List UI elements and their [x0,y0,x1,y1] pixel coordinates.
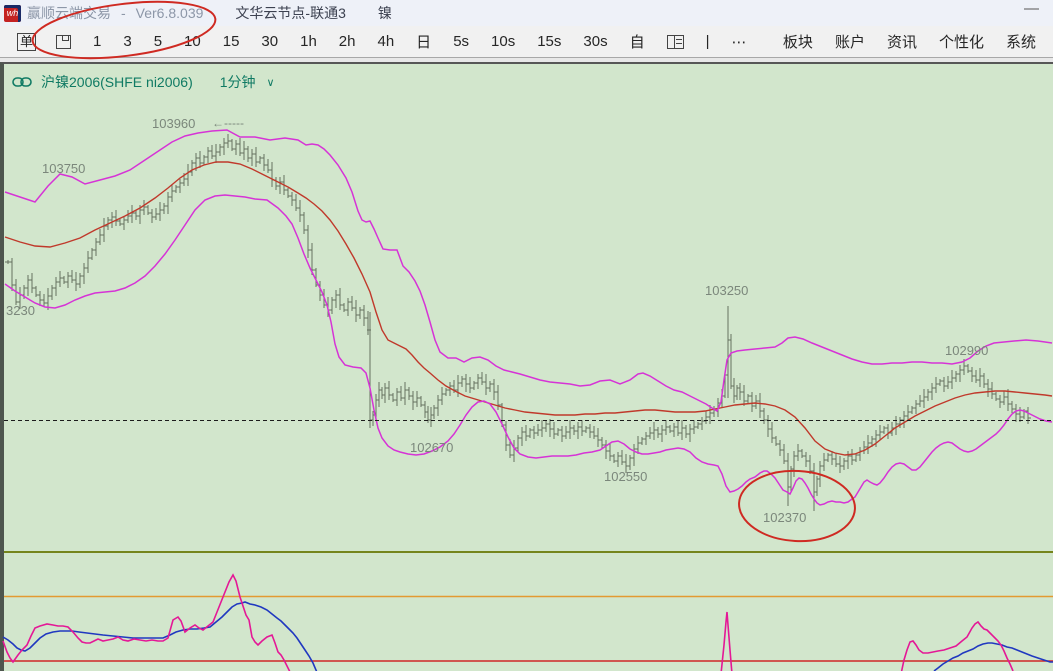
period-15s[interactable]: 15s [537,33,562,50]
chart-panel: 沪镍2006(SHFE ni2006) 1分钟 ∨ [0,62,1053,671]
period-custom[interactable]: 自 [629,34,645,51]
order-panel-icon[interactable]: 单 [17,32,37,51]
server-node-label: 文华云节点-联通3 [235,5,346,21]
more-ellipsis[interactable]: ⋯ [731,33,747,51]
period-5min[interactable]: 5 [153,33,163,50]
period-1h[interactable]: 1h [300,33,317,50]
minimize-button[interactable]: — [1024,0,1039,17]
menu-personalize[interactable]: 个性化 [938,34,984,51]
contract-title[interactable]: 沪镍2006(SHFE ni2006) [41,74,193,90]
app-title: 赢顺云端交易 [27,5,111,21]
menu-news[interactable]: 资讯 [886,34,917,51]
period-day[interactable]: 日 [416,34,432,51]
link-icon[interactable] [12,76,32,88]
period-3min[interactable]: 3 [123,33,132,50]
period-30min[interactable]: 30 [261,33,279,50]
chart-header: 沪镍2006(SHFE ni2006) 1分钟 ∨ [4,64,1053,100]
period-2h[interactable]: 2h [338,33,356,50]
chevron-down-icon[interactable]: ∨ [266,76,275,89]
toolbar-menu-group: 板块 账户 资讯 个性化 系统 [772,31,1053,52]
period-10min[interactable]: 10 [184,33,201,50]
period-1min[interactable]: 1 [93,33,102,50]
toolbar-period-group: 单 1 3 5 10 15 30 1h 2h 4h 日 5s 10s 15s 30s 自 | ⋯ [0,31,758,52]
toolbar-separator[interactable]: | [705,33,710,50]
period-30s[interactable]: 30s [583,33,608,50]
symbol-label: 镍 [377,5,392,21]
app-version: Ver6.8.039 [135,5,204,21]
period-toolbar: 单 1 3 5 10 15 30 1h 2h 4h 日 5s 10s 15s 30s 自 | ⋯ 板块 账户 资讯 个性… [0,26,1053,58]
period-selector[interactable]: 1分钟 [219,74,256,90]
menu-system[interactable]: 系统 [1005,34,1036,51]
layout-grid-icon[interactable] [666,34,684,49]
menu-account[interactable]: 账户 [834,34,865,51]
app-logo-icon: wh [4,4,21,22]
window-titlebar: wh 赢顺云端交易 - Ver6.8.039 文华云节点-联通3 镍 — [0,0,1053,26]
save-layout-icon[interactable] [56,34,72,49]
title-separator: - [121,5,126,21]
period-4h[interactable]: 4h [377,33,395,50]
period-10s[interactable]: 10s [491,33,516,50]
period-5s[interactable]: 5s [453,33,470,50]
menu-board[interactable]: 板块 [782,34,813,51]
period-15min[interactable]: 15 [222,33,240,50]
